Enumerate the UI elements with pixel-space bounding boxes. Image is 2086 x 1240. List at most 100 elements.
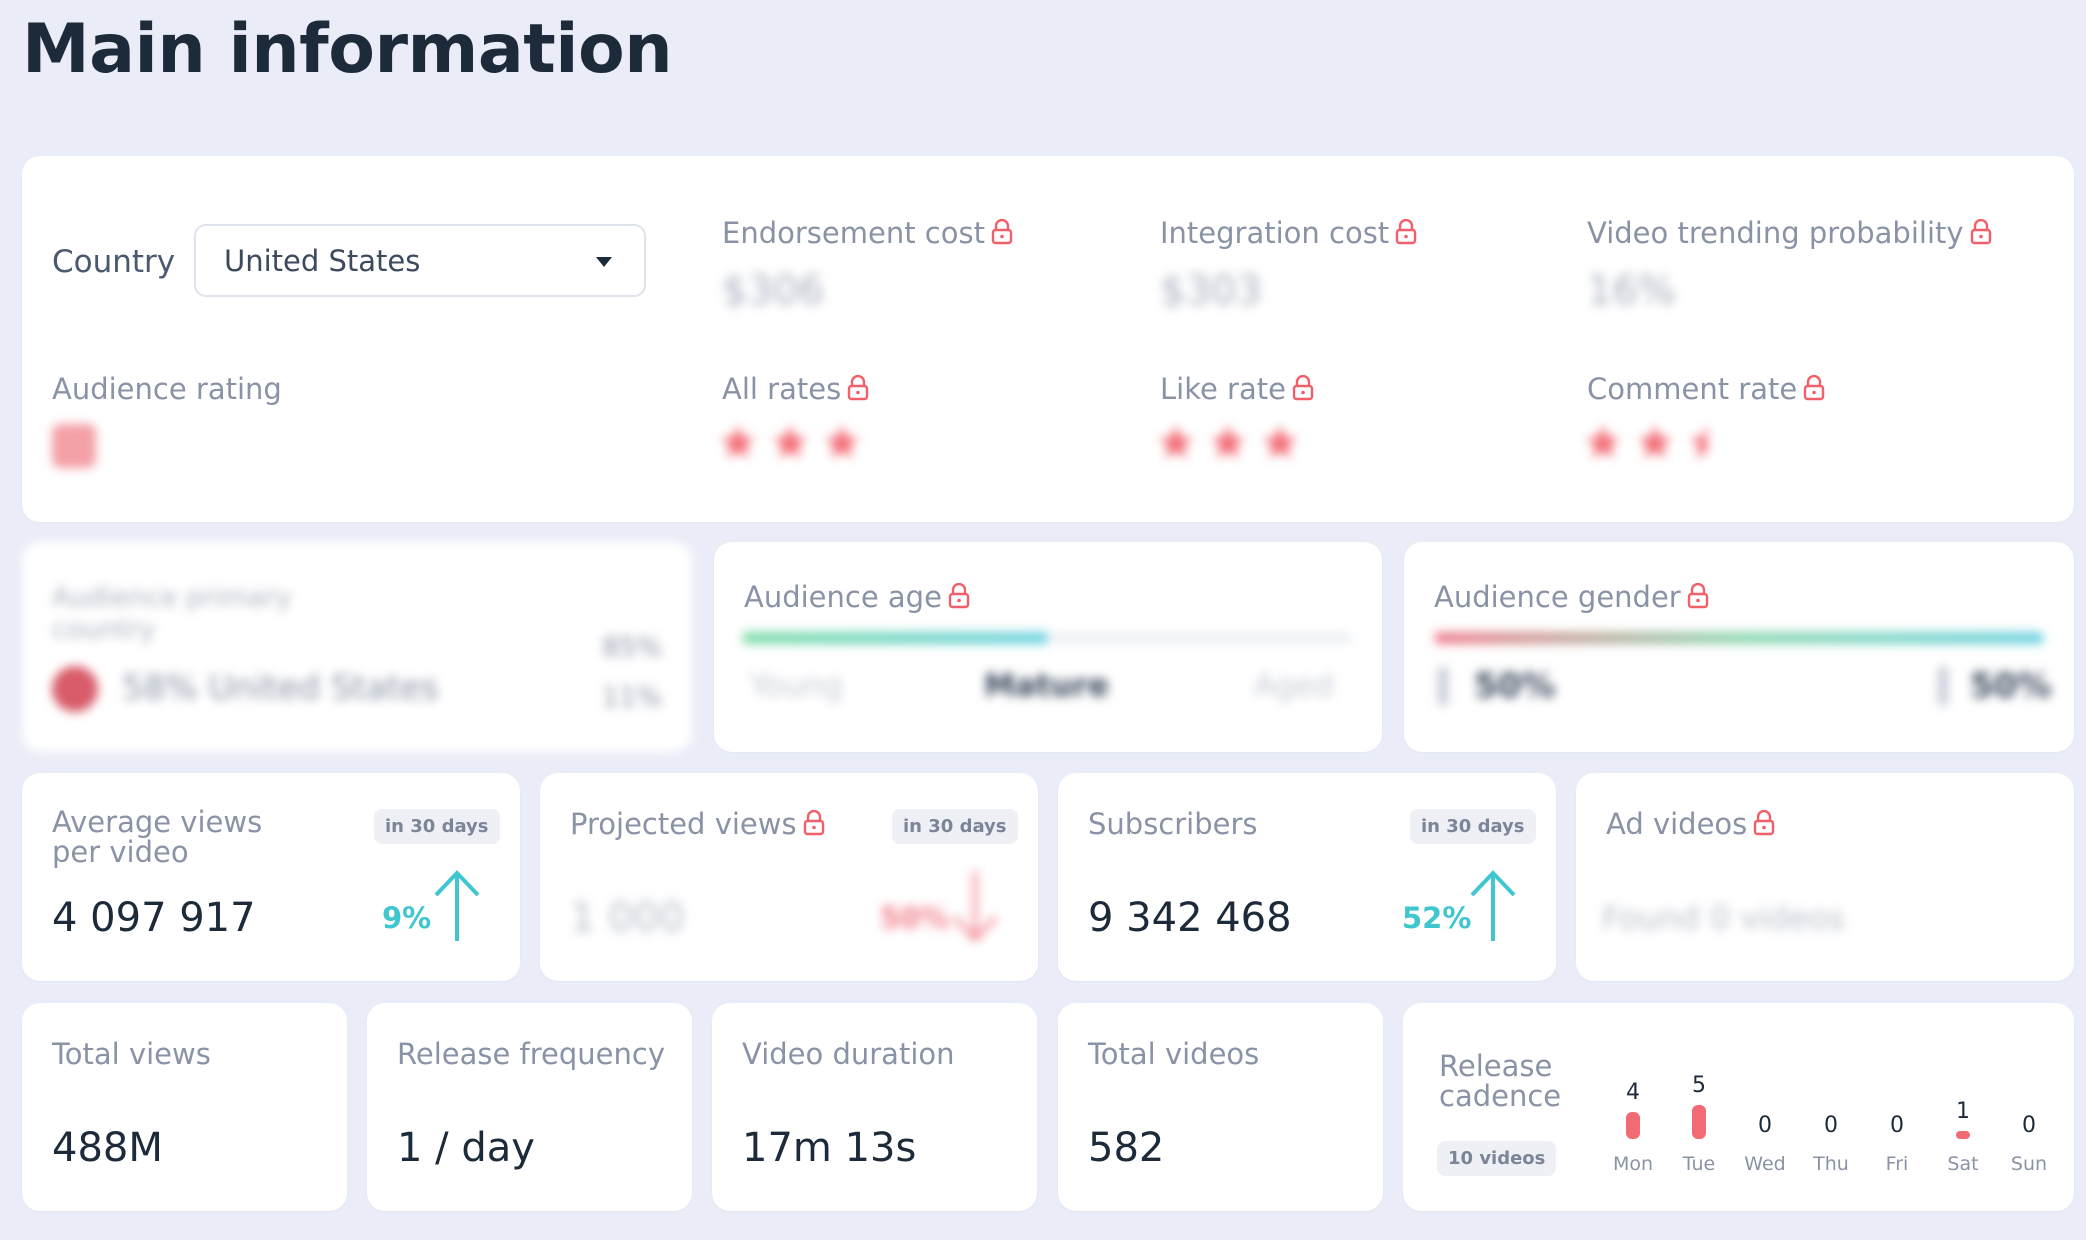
cadence-day-label: Thu <box>1813 1153 1849 1175</box>
star-icon <box>1586 425 1620 458</box>
cadence-day-label: Sat <box>1947 1153 1979 1175</box>
cadence-day-wed: 0 Wed <box>1735 1003 1795 1211</box>
cadence-day-sat: 1 Sat <box>1933 1003 1993 1211</box>
release-cadence-label: Release cadence <box>1439 1049 1562 1113</box>
cadence-day-label: Tue <box>1682 1153 1716 1175</box>
endorsement-cost-label: Endorsement cost <box>722 216 1013 250</box>
audience-age-bar-fill <box>742 632 1047 644</box>
country-select-value: United States <box>224 244 421 278</box>
audience-country-main: 58% United States <box>122 668 439 708</box>
star-icon <box>773 425 807 458</box>
lock-icon <box>1395 219 1417 245</box>
lock-icon <box>948 583 970 609</box>
cadence-day-sun: 0 Sun <box>1999 1003 2059 1211</box>
cadence-bar <box>1626 1111 1640 1139</box>
audience-rating-label: Audience rating <box>52 372 282 406</box>
subscribers-badge: in 30 days <box>1410 809 1536 844</box>
release-frequency-card: Release frequency 1 / day <box>367 1003 692 1211</box>
trending-probability-value: 16% <box>1587 268 1676 314</box>
cadence-bar <box>1692 1105 1706 1139</box>
total-views-value: 488M <box>52 1125 163 1171</box>
projected-views-badge: in 30 days <box>892 809 1018 844</box>
star-icon <box>1159 425 1193 458</box>
arrow-up-icon <box>434 870 480 941</box>
lock-icon <box>1970 219 1991 245</box>
age-aged: Aged <box>1254 668 1334 704</box>
comment-rate-label: Comment rate <box>1587 372 1825 406</box>
all-rates-stars <box>718 422 874 466</box>
avg-views-label: Average views per video <box>52 805 263 869</box>
all-rates-label: All rates <box>722 372 869 406</box>
cadence-count: 5 <box>1692 1073 1706 1098</box>
audience-country-stat-2: 11% <box>602 682 663 713</box>
projected-views-value: 1 000 <box>570 895 685 941</box>
total-videos-card: Total videos 582 <box>1058 1003 1383 1211</box>
subscribers-card: Subscribers in 30 days 9 342 468 52% <box>1058 773 1556 981</box>
subscribers-label: Subscribers <box>1088 807 1258 841</box>
release-cadence-badge: 10 videos <box>1437 1141 1557 1176</box>
avg-views-badge: in 30 days <box>374 809 500 844</box>
cadence-count: 0 <box>2022 1113 2036 1138</box>
like-rate-label: Like rate <box>1160 372 1314 406</box>
avg-views-change: 9% <box>382 901 432 935</box>
release-frequency-value: 1 / day <box>397 1125 535 1171</box>
star-icon <box>721 425 755 458</box>
video-duration-label: Video duration <box>742 1037 955 1071</box>
audience-rating-badge <box>52 424 96 468</box>
endorsement-cost-value: $306 <box>722 268 824 314</box>
projected-views-card: Projected views in 30 days 1 000 50% <box>540 773 1038 981</box>
country-label: Country <box>52 244 176 280</box>
cadence-day-label: Sun <box>2010 1153 2048 1175</box>
cadence-day-tue: 5 Tue <box>1669 1003 1729 1211</box>
avg-views-card: Average views per video in 30 days 4 097… <box>22 773 520 981</box>
ad-videos-label: Ad videos <box>1606 807 1775 841</box>
total-videos-value: 582 <box>1088 1125 1165 1171</box>
star-icon <box>1211 425 1245 458</box>
cadence-count: 0 <box>1890 1113 1904 1138</box>
projected-views-label: Projected views <box>570 807 825 841</box>
projected-views-change: 50% <box>880 901 950 935</box>
subscribers-value: 9 342 468 <box>1088 895 1292 941</box>
audience-age-card: Audience age Young Mature Aged <box>714 542 1382 752</box>
lock-icon <box>991 219 1013 245</box>
ad-videos-value: Found 0 videos <box>1602 899 1845 937</box>
subscribers-change: 52% <box>1402 901 1472 935</box>
lock-icon <box>1754 810 1775 836</box>
flag-us-icon <box>52 666 98 712</box>
country-select[interactable]: United States <box>194 224 646 297</box>
lock-icon <box>1687 583 1708 609</box>
lock-icon <box>1804 375 1825 401</box>
cadence-day-label: Wed <box>1744 1153 1786 1175</box>
trending-probability-label: Video trending probability <box>1587 216 1992 250</box>
total-videos-label: Total videos <box>1088 1037 1260 1071</box>
gender-male-icon <box>1438 666 1448 706</box>
total-views-label: Total views <box>52 1037 211 1071</box>
video-duration-value: 17m 13s <box>742 1125 917 1171</box>
audience-country-title: Audience primary country <box>52 582 292 645</box>
lock-icon <box>1292 375 1314 401</box>
page-title: Main information <box>22 10 673 89</box>
age-young: Young <box>750 668 843 704</box>
star-icon <box>1638 425 1672 458</box>
audience-age-label: Audience age <box>744 580 970 614</box>
video-duration-card: Video duration 17m 13s <box>712 1003 1037 1211</box>
cadence-count: 4 <box>1626 1079 1640 1105</box>
audience-gender-card: Audience gender 50% 50% <box>1404 542 2074 752</box>
release-cadence-chart: 4 Mon 5 Tue 0 Wed 0 Thu 0 Fri 1 Sat 0 Sun <box>1603 1003 2063 1211</box>
audience-country-stat-1: 85% <box>602 632 663 663</box>
cadence-day-thu: 0 Thu <box>1801 1003 1861 1211</box>
gender-male-value: 50% <box>1474 666 1556 706</box>
audience-gender-bar <box>1434 632 2044 644</box>
cadence-count: 0 <box>1758 1113 1772 1138</box>
audience-gender-label: Audience gender <box>1434 580 1709 614</box>
like-rate-stars <box>1156 422 1312 466</box>
lock-icon <box>847 375 869 401</box>
overview-card <box>22 156 2074 522</box>
gender-female-icon <box>1938 666 1948 706</box>
comment-rate-stars <box>1583 422 1739 466</box>
star-half-icon <box>1690 425 1707 458</box>
chevron-down-icon <box>596 257 612 267</box>
age-mature: Mature <box>984 668 1109 704</box>
cadence-count: 0 <box>1824 1113 1838 1138</box>
audience-age-bar <box>742 632 1352 644</box>
